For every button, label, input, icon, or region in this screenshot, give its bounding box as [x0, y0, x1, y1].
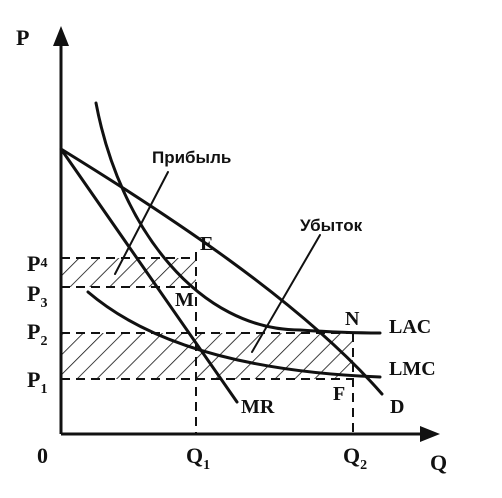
x-axis-label: Q [430, 450, 447, 475]
loss-pointer [251, 234, 321, 353]
loss-annotation: Убыток [300, 216, 363, 235]
point-label-n: N [345, 308, 360, 330]
marginal-revenue-curve [59, 147, 239, 404]
profit-annotation: Прибыль [152, 148, 231, 167]
price-label-p3: P3 [27, 281, 47, 311]
curve-label-lac: LAC [389, 316, 431, 338]
point-label-e: E [200, 233, 213, 255]
curve-label-d: D [390, 396, 404, 418]
quantity-label-q2: Q2 [343, 443, 367, 473]
y-axis-label: P [16, 25, 29, 50]
price-label-p4: P4 [27, 251, 47, 276]
price-label-p1: P1 [27, 367, 47, 397]
quantity-label-q1: Q1 [186, 443, 210, 473]
profit-area [61, 258, 196, 287]
point-label-f: F [333, 383, 345, 405]
y-axis-arrow [53, 26, 69, 46]
demand-curve [59, 147, 384, 396]
point-label-m: M [175, 289, 194, 311]
curve-label-lmc: LMC [389, 358, 436, 380]
profit-pointer [114, 171, 169, 275]
x-axis-arrow [420, 426, 440, 442]
lmc-curve [86, 290, 382, 379]
origin-label: 0 [37, 443, 48, 468]
lac-curve [94, 101, 382, 335]
price-label-p2: P2 [27, 319, 47, 349]
curve-label-mr: MR [241, 396, 275, 418]
